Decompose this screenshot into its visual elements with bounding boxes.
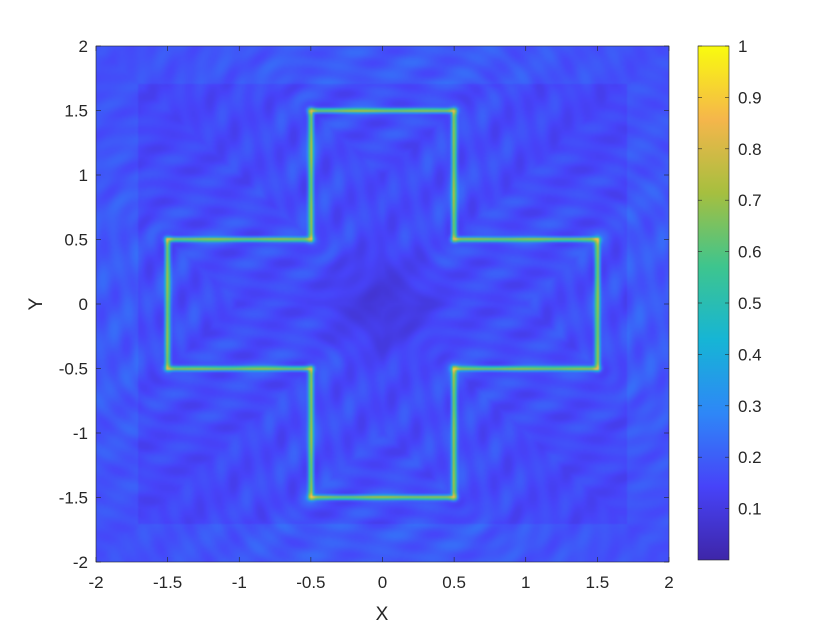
colorbar-gradient — [697, 45, 730, 561]
y-axis-ticks: 2 1.5 1 0.5 0 -0.5 -1 -1.5 -2 — [59, 37, 669, 572]
y-tick-label: 0.5 — [64, 231, 88, 250]
x-tick-label: -2 — [88, 573, 103, 592]
colorbar-tick-label: 0.4 — [738, 345, 762, 364]
x-axis-ticks: -2 -1.5 -1 -0.5 0 0.5 1 1.5 2 — [88, 46, 674, 592]
y-tick-label: -0.5 — [59, 360, 88, 379]
colorbar-tick-label: 1 — [738, 37, 747, 56]
colorbar-ticks: 1 0.9 0.8 0.7 0.6 0.5 0.4 0.3 0.2 0.1 — [698, 37, 762, 519]
y-tick-label: -1.5 — [59, 489, 88, 508]
colorbar: 1 0.9 0.8 0.7 0.6 0.5 0.4 0.3 0.2 0.1 — [697, 37, 762, 561]
heatmap-image — [96, 46, 669, 562]
y-tick-label: -1 — [73, 424, 88, 443]
colorbar-tick-label: 0.1 — [738, 500, 762, 519]
x-tick-label: -1.5 — [153, 573, 182, 592]
colorbar-tick-label: 0.8 — [738, 140, 762, 159]
y-tick-label: 1.5 — [64, 102, 88, 121]
x-tick-label: 0.5 — [442, 573, 466, 592]
colorbar-tick-label: 0.3 — [738, 397, 762, 416]
x-tick-label: -0.5 — [296, 573, 325, 592]
x-tick-label: 1 — [521, 573, 530, 592]
colorbar-tick-label: 0.7 — [738, 191, 762, 210]
colorbar-tick-label: 0.6 — [738, 243, 762, 262]
y-axis-label: Y — [26, 297, 47, 310]
y-tick-label: 2 — [79, 37, 88, 56]
x-axis-label: X — [376, 604, 389, 625]
colorbar-tick-label: 0.9 — [738, 88, 762, 107]
x-tick-label: 2 — [664, 573, 673, 592]
y-tick-label: 0 — [79, 295, 88, 314]
colorbar-tick-label: 0.2 — [738, 448, 762, 467]
y-tick-label: -2 — [73, 553, 88, 572]
x-tick-label: 0 — [378, 573, 387, 592]
y-tick-label: 1 — [79, 166, 88, 185]
x-tick-label: 1.5 — [586, 573, 610, 592]
x-tick-label: -1 — [232, 573, 247, 592]
plot-area — [95, 45, 670, 563]
colorbar-tick-label: 0.5 — [738, 294, 762, 313]
